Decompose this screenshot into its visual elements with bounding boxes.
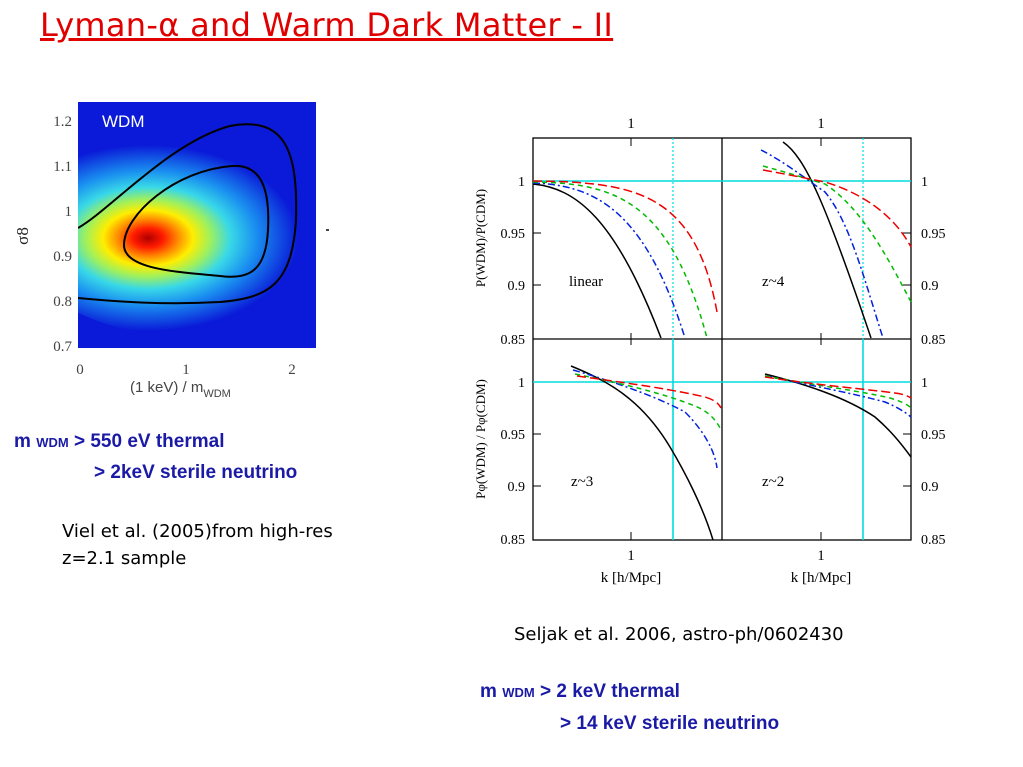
y-tick-left: 0.85 xyxy=(501,533,526,548)
y-tick-right: 1 xyxy=(921,175,928,190)
panel-label: linear xyxy=(569,274,603,290)
panel-label: z~2 xyxy=(762,474,784,490)
x-axis-label: k [h/Mpc] xyxy=(601,570,661,586)
power-ratio-plots: 1 1 1 0.95 0.9 0.85 1 0.95 0.9 0.85 1 0.… xyxy=(473,116,946,586)
y-tick: 0.9 xyxy=(53,249,72,265)
x-axis-label: (1 keV) / mWDM xyxy=(130,379,231,400)
y-tick-right: 0.95 xyxy=(921,428,946,443)
viel-citation: Viel et al. (2005)from high-res z=2.1 sa… xyxy=(62,521,333,569)
y-tick-right: 0.9 xyxy=(921,480,939,495)
y-tick-left: 1 xyxy=(518,376,525,391)
left-mass-limit: m WDM > 550 eV thermal > 2keV sterile ne… xyxy=(14,431,298,483)
x-tick: 1 xyxy=(627,548,635,564)
y-tick-right: 0.9 xyxy=(921,279,939,294)
seljak-citation: Seljak et al. 2006, astro-ph/0602430 xyxy=(514,624,844,645)
y-axis-label: σ8 xyxy=(13,227,32,245)
top-tick: 1 xyxy=(817,116,825,132)
y-tick-right: 1 xyxy=(921,376,928,391)
y-tick-left: 1 xyxy=(518,175,525,190)
x-tick: 1 xyxy=(182,362,190,378)
x-tick: 1 xyxy=(817,548,825,564)
y-tick-right: 0.85 xyxy=(921,533,946,548)
y-tick-left: 0.9 xyxy=(508,279,526,294)
y-tick-left: 0.9 xyxy=(508,480,526,495)
y-axis-label-bottom: Pφ(WDM) / Pφ(CDM) xyxy=(473,379,488,499)
x-tick: 0 xyxy=(76,362,84,378)
panel-label: z~4 xyxy=(762,274,785,290)
y-tick: 1.2 xyxy=(53,114,72,130)
panel-label: z~3 xyxy=(571,474,593,490)
y-tick-left: 0.95 xyxy=(501,227,526,242)
y-tick: 1 xyxy=(65,204,73,220)
sigma8-contour-plot: WDM 1.2 1.1 1 0.9 0.8 0.7 0 1 2 σ8 (1 ke… xyxy=(13,102,329,400)
right-mass-limit: m WDM > 2 keV thermal > 14 keV sterile n… xyxy=(480,681,780,734)
y-axis-label-top: P(WDM)/P(CDM) xyxy=(473,189,488,287)
x-axis-label: k [h/Mpc] xyxy=(791,570,851,586)
y-tick-right: 0.85 xyxy=(921,333,946,348)
y-tick-left: 0.95 xyxy=(501,428,526,443)
top-tick: 1 xyxy=(627,116,635,132)
y-tick-right: 0.95 xyxy=(921,227,946,242)
x-tick: 2 xyxy=(288,362,296,378)
wdm-inset-label: WDM xyxy=(102,112,144,131)
y-tick: 0.7 xyxy=(53,339,72,355)
y-tick: 1.1 xyxy=(53,159,72,175)
y-tick-left: 0.85 xyxy=(501,333,526,348)
y-tick: 0.8 xyxy=(53,294,72,310)
slide-title: Lyman-α and Warm Dark Matter - II xyxy=(40,6,614,44)
